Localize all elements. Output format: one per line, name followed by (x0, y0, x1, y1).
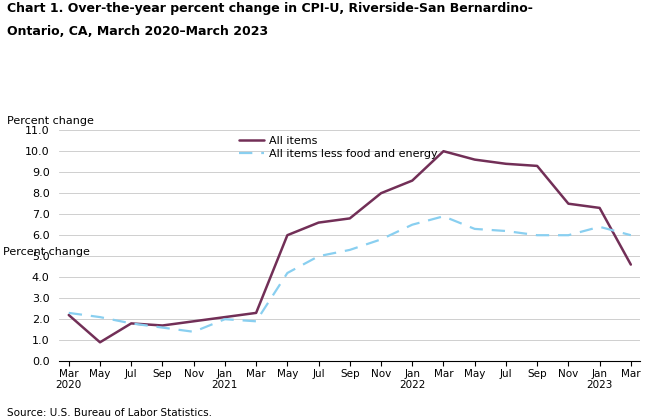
All items less food and energy (252, 319, 260, 324)
Text: Ontario, CA, March 2020–March 2023: Ontario, CA, March 2020–March 2023 (7, 25, 268, 38)
All items less food and energy (346, 247, 354, 252)
All items less food and energy (221, 317, 229, 322)
Text: Percent change: Percent change (7, 116, 94, 126)
All items less food and energy (377, 237, 385, 242)
All items (533, 163, 541, 168)
Legend: All items, All items less food and energy: All items, All items less food and energ… (239, 136, 438, 159)
All items less food and energy (595, 224, 603, 229)
Line: All items: All items (69, 151, 631, 342)
All items (564, 201, 572, 206)
All items (252, 310, 260, 315)
All items less food and energy (127, 321, 135, 326)
Text: Percent change: Percent change (3, 247, 90, 257)
All items (127, 321, 135, 326)
All items (96, 340, 104, 345)
All items (502, 161, 510, 166)
All items less food and energy (283, 270, 291, 276)
All items less food and energy (564, 233, 572, 238)
All items less food and energy (471, 226, 478, 231)
All items less food and energy (315, 254, 323, 259)
All items less food and energy (65, 310, 73, 315)
All items less food and energy (96, 315, 104, 320)
All items (595, 205, 603, 210)
All items (377, 191, 385, 196)
All items less food and energy (440, 214, 447, 219)
All items less food and energy (627, 233, 635, 238)
Line: All items less food and energy: All items less food and energy (69, 216, 631, 332)
All items (158, 323, 166, 328)
All items (627, 262, 635, 267)
All items less food and energy (502, 228, 510, 234)
All items (65, 312, 73, 318)
All items (471, 157, 478, 162)
All items less food and energy (533, 233, 541, 238)
All items (189, 319, 197, 324)
All items less food and energy (189, 329, 197, 334)
All items (346, 216, 354, 221)
All items (221, 315, 229, 320)
All items less food and energy (409, 222, 416, 227)
All items less food and energy (158, 325, 166, 330)
All items (315, 220, 323, 225)
All items (283, 233, 291, 238)
All items (409, 178, 416, 183)
All items (440, 149, 447, 154)
Text: Chart 1. Over-the-year percent change in CPI-U, Riverside-San Bernardino-: Chart 1. Over-the-year percent change in… (7, 2, 533, 15)
Text: Source: U.S. Bureau of Labor Statistics.: Source: U.S. Bureau of Labor Statistics. (7, 408, 212, 418)
